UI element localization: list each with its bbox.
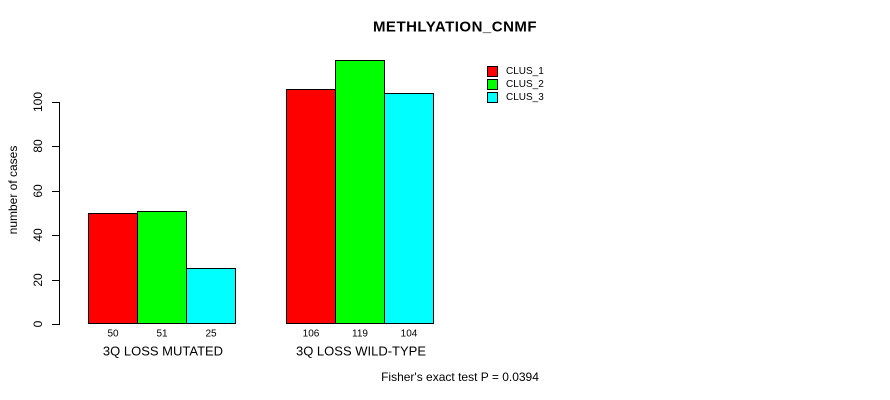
bar-clus_2-group1 bbox=[137, 211, 187, 324]
bar-clus_3-group2 bbox=[384, 93, 434, 324]
y-tick-mark-0 bbox=[52, 324, 60, 325]
bar-value-clus_3-group2: 104 bbox=[400, 328, 418, 340]
y-tick-label-0: 0 bbox=[31, 320, 45, 328]
y-tick-mark-80 bbox=[52, 146, 60, 147]
legend: CLUS_1 CLUS_2 CLUS_3 bbox=[487, 66, 544, 103]
legend-swatch-clus_1 bbox=[487, 66, 498, 77]
legend-swatch-clus_2 bbox=[487, 79, 498, 90]
bar-clus_3-group1 bbox=[186, 268, 236, 324]
legend-item-clus_2: CLUS_2 bbox=[487, 79, 544, 90]
y-axis-line bbox=[59, 102, 60, 325]
bar-clus_1-group2 bbox=[286, 89, 336, 324]
x-group-label-wild-type: 3Q LOSS WILD-TYPE bbox=[295, 343, 427, 359]
x-group-label-mutated: 3Q LOSS MUTATED bbox=[102, 343, 224, 359]
y-tick-label-60: 60 bbox=[31, 184, 45, 198]
legend-label-clus_1: CLUS_1 bbox=[506, 66, 544, 77]
legend-label-clus_3: CLUS_3 bbox=[506, 92, 544, 103]
chart-title: METHLYATION_CNMF bbox=[372, 18, 538, 36]
bar-value-clus_2-group1: 51 bbox=[156, 328, 168, 340]
y-tick-label-40: 40 bbox=[31, 228, 45, 242]
y-tick-mark-40 bbox=[52, 235, 60, 236]
bar-value-clus_1-group2: 106 bbox=[302, 328, 320, 340]
bar-value-clus_1-group1: 50 bbox=[107, 328, 119, 340]
y-tick-mark-60 bbox=[52, 191, 60, 192]
bar-clus_2-group2 bbox=[335, 60, 385, 324]
bar-clus_1-group1 bbox=[88, 213, 138, 324]
legend-label-clus_2: CLUS_2 bbox=[506, 79, 544, 90]
fisher-test-annotation: Fisher's exact test P = 0.0394 bbox=[381, 370, 539, 384]
y-tick-mark-20 bbox=[52, 280, 60, 281]
y-tick-label-80: 80 bbox=[31, 139, 45, 153]
legend-item-clus_1: CLUS_1 bbox=[487, 66, 544, 77]
y-tick-label-100: 100 bbox=[31, 91, 45, 113]
legend-swatch-clus_3 bbox=[487, 92, 498, 103]
y-tick-mark-100 bbox=[52, 102, 60, 103]
bar-value-clus_2-group2: 119 bbox=[352, 328, 368, 340]
bar-value-clus_3-group1: 25 bbox=[205, 328, 217, 340]
y-axis-label: number of cases bbox=[6, 145, 20, 235]
y-tick-label-20: 20 bbox=[31, 273, 45, 287]
legend-item-clus_3: CLUS_3 bbox=[487, 92, 544, 103]
